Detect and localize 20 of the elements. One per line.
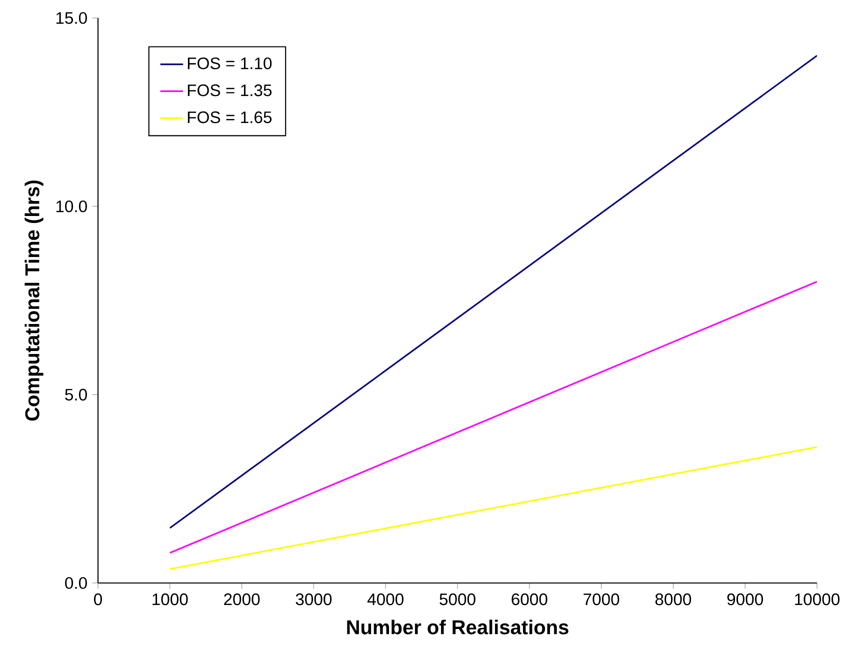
x-tick-label: 2000 <box>224 593 260 606</box>
x-axis-title: Number of Realisations <box>347 620 568 634</box>
x-tick-label: 0 <box>94 593 102 606</box>
x-tick-label: 1000 <box>152 593 188 606</box>
x-tick-label: 4000 <box>367 593 404 606</box>
x-tick-label: 5000 <box>440 593 476 606</box>
y-tick-label: 10.0 <box>56 200 87 212</box>
legend-label: FOS = 1.10 <box>188 57 272 70</box>
x-tick-label: 3000 <box>296 593 332 606</box>
y-tick-label: 5.0 <box>65 388 87 401</box>
x-tick-label: 7000 <box>584 593 620 606</box>
x-tick-label: 10000 <box>795 593 840 606</box>
y-tick-label: 0.0 <box>65 577 87 589</box>
y-tick-label: 15.0 <box>56 12 87 24</box>
x-tick-label: 8000 <box>655 593 692 606</box>
legend-label: FOS = 1.35 <box>188 84 272 96</box>
legend-label: FOS = 1.65 <box>188 111 272 124</box>
x-tick-label: 6000 <box>512 593 548 606</box>
x-tick-label: 9000 <box>727 593 763 606</box>
y-axis-title: Computational Time (hrs) <box>24 180 44 421</box>
